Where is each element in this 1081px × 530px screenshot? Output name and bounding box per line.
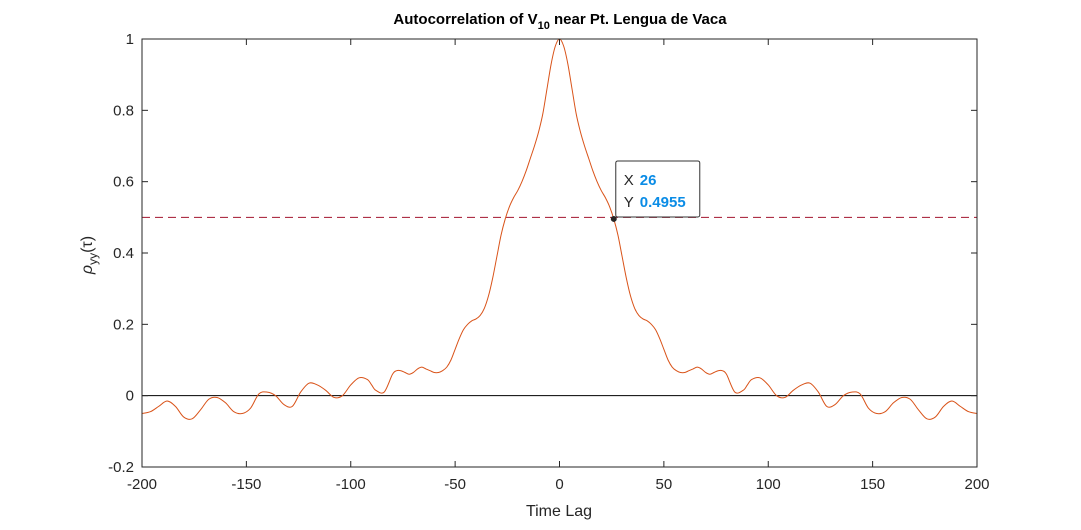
- x-tick-label: 50: [656, 476, 673, 493]
- x-tick-label: -150: [231, 476, 261, 493]
- y-tick-label: 1: [126, 31, 134, 48]
- y-axis-ticks: -0.2 0 0.2 0.4 0.6 0.8 1: [108, 31, 977, 476]
- datatip-x-line: X 26: [624, 172, 657, 189]
- y-tick-label: 0.4: [113, 245, 134, 262]
- x-tick-label: 200: [964, 476, 989, 493]
- x-axis-ticks: -200 -150 -100 -50 0 50 100 150 200: [127, 39, 990, 493]
- y-tick-label: 0.8: [113, 102, 134, 119]
- x-tick-label: 150: [860, 476, 885, 493]
- x-tick-label: -200: [127, 476, 157, 493]
- chart-title-rest: near Pt. Lengua de Vaca: [550, 11, 727, 28]
- y-tick-label: 0: [126, 388, 134, 405]
- datatip-x-value: 26: [640, 172, 657, 189]
- chart-title-subscript: 10: [538, 20, 550, 32]
- datatip[interactable]: X 26 Y 0.4955: [610, 160, 701, 222]
- y-tick-label: 0.6: [113, 174, 134, 191]
- y-tick-label: -0.2: [108, 459, 134, 476]
- x-axis-label: Time Lag: [526, 503, 592, 520]
- x-tick-label: 100: [756, 476, 781, 493]
- y-tick-label: 0.2: [113, 316, 134, 333]
- y-axis-label: ρyy(τ): [79, 236, 100, 275]
- series-layer: [141, 38, 978, 420]
- x-tick-label: -50: [444, 476, 466, 493]
- chart-title: Autocorrelation of V10 near Pt. Lengua d…: [393, 11, 727, 32]
- datatip-box: [615, 160, 701, 218]
- autocorrelation-series-line: [141, 38, 978, 420]
- x-tick-label: -100: [336, 476, 366, 493]
- axes-box: [141, 38, 978, 468]
- reference-lines: [142, 216, 977, 397]
- datatip-y-value: 0.4955: [640, 194, 686, 211]
- x-tick-label: 0: [555, 476, 563, 493]
- datatip-y-line: Y 0.4955: [624, 194, 686, 211]
- datatip-marker[interactable]: [610, 215, 617, 222]
